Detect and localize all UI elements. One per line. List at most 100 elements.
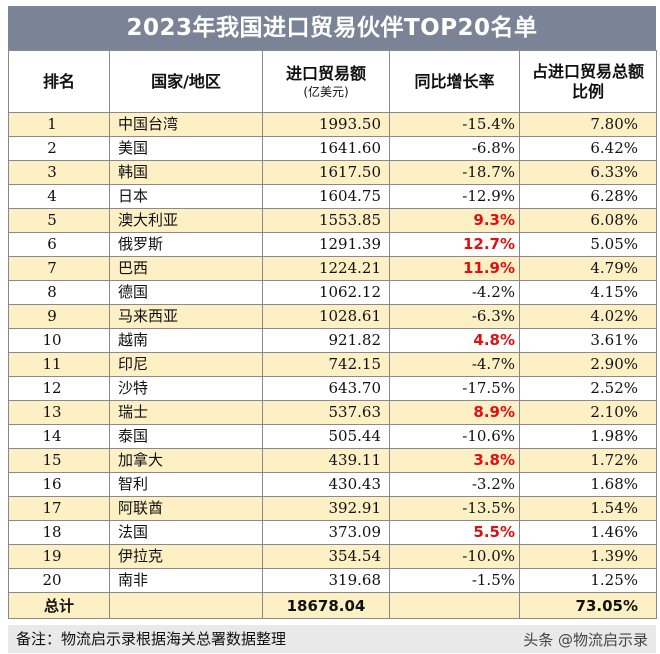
table-row: 14 泰国 505.44 -10.6% 1.98% [8, 424, 657, 449]
rank-cell: 9 [8, 304, 110, 329]
country-cell: 美国 [109, 136, 263, 161]
header-value-unit: (亿美元) [303, 84, 349, 99]
total-value: 18678.04 [262, 592, 390, 619]
value-cell: 1617.50 [262, 160, 390, 185]
country-cell: 沙特 [109, 376, 263, 401]
growth-cell: -6.3% [389, 304, 520, 329]
country-cell: 阿联酋 [109, 496, 263, 521]
table-row: 7 巴西 1224.21 11.9% 4.79% [8, 256, 657, 281]
share-cell: 6.33% [519, 160, 657, 185]
growth-cell: -6.8% [389, 136, 520, 161]
country-cell: 俄罗斯 [109, 232, 263, 257]
country-cell: 印尼 [109, 352, 263, 377]
table-row: 4 日本 1604.75 -12.9% 6.28% [8, 184, 657, 209]
share-cell: 1.25% [519, 568, 657, 593]
rank-cell: 3 [8, 160, 110, 185]
value-cell: 921.82 [262, 328, 390, 353]
share-cell: 5.05% [519, 232, 657, 257]
rank-cell: 17 [8, 496, 110, 521]
table-row: 13 瑞士 537.63 8.9% 2.10% [8, 400, 657, 425]
country-cell: 智利 [109, 472, 263, 497]
growth-cell: 12.7% [389, 232, 520, 257]
share-cell: 6.08% [519, 208, 657, 233]
share-cell: 4.02% [519, 304, 657, 329]
watermark: 头条 @物流启示录 [523, 631, 648, 649]
growth-cell: -18.7% [389, 160, 520, 185]
country-cell: 巴西 [109, 256, 263, 281]
value-cell: 373.09 [262, 520, 390, 545]
value-cell: 1291.39 [262, 232, 390, 257]
country-cell: 瑞士 [109, 400, 263, 425]
header-value: 进口贸易额 (亿美元) [262, 50, 390, 113]
growth-cell: -10.6% [389, 424, 520, 449]
table-row: 5 澳大利亚 1553.85 9.3% 6.08% [8, 208, 657, 233]
rank-cell: 13 [8, 400, 110, 425]
country-cell: 马来西亚 [109, 304, 263, 329]
rank-cell: 6 [8, 232, 110, 257]
rank-cell: 11 [8, 352, 110, 377]
table-row: 18 法国 373.09 5.5% 1.46% [8, 520, 657, 545]
country-cell: 澳大利亚 [109, 208, 263, 233]
table-row: 15 加拿大 439.11 3.8% 1.72% [8, 448, 657, 473]
growth-cell: 9.3% [389, 208, 520, 233]
country-cell: 日本 [109, 184, 263, 209]
total-label: 总计 [8, 592, 110, 619]
share-cell: 6.28% [519, 184, 657, 209]
growth-cell: 4.8% [389, 328, 520, 353]
value-cell: 319.68 [262, 568, 390, 593]
table-row: 11 印尼 742.15 -4.7% 2.90% [8, 352, 657, 377]
value-cell: 1028.61 [262, 304, 390, 329]
growth-cell: -12.9% [389, 184, 520, 209]
rank-cell: 5 [8, 208, 110, 233]
total-row: 总计 18678.04 73.05% [8, 592, 657, 619]
share-cell: 2.52% [519, 376, 657, 401]
share-cell: 7.80% [519, 112, 657, 137]
rank-cell: 8 [8, 280, 110, 305]
table-row: 12 沙特 643.70 -17.5% 2.52% [8, 376, 657, 401]
rank-cell: 18 [8, 520, 110, 545]
rank-cell: 16 [8, 472, 110, 497]
total-growth-empty [389, 592, 520, 619]
value-cell: 1604.75 [262, 184, 390, 209]
growth-cell: -17.5% [389, 376, 520, 401]
share-cell: 2.10% [519, 400, 657, 425]
share-cell: 1.54% [519, 496, 657, 521]
growth-cell: 5.5% [389, 520, 520, 545]
table-row: 8 德国 1062.12 -4.2% 4.15% [8, 280, 657, 305]
table-row: 19 伊拉克 354.54 -10.0% 1.39% [8, 544, 657, 569]
header-rank: 排名 [8, 50, 110, 113]
table-row: 10 越南 921.82 4.8% 3.61% [8, 328, 657, 353]
share-cell: 4.79% [519, 256, 657, 281]
total-country-empty [109, 592, 263, 619]
value-cell: 1641.60 [262, 136, 390, 161]
rank-cell: 14 [8, 424, 110, 449]
share-cell: 6.42% [519, 136, 657, 161]
rank-cell: 19 [8, 544, 110, 569]
growth-cell: -4.2% [389, 280, 520, 305]
growth-cell: -10.0% [389, 544, 520, 569]
rank-cell: 10 [8, 328, 110, 353]
table-row: 17 阿联酋 392.91 -13.5% 1.54% [8, 496, 657, 521]
rank-cell: 7 [8, 256, 110, 281]
header-country: 国家/地区 [109, 50, 263, 113]
country-cell: 中国台湾 [109, 112, 263, 137]
table-row: 3 韩国 1617.50 -18.7% 6.33% [8, 160, 657, 185]
rank-cell: 12 [8, 376, 110, 401]
growth-cell: 11.9% [389, 256, 520, 281]
header-growth: 同比增长率 [389, 50, 520, 113]
table-row: 20 南非 319.68 -1.5% 1.25% [8, 568, 657, 593]
table-row: 16 智利 430.43 -3.2% 1.68% [8, 472, 657, 497]
rank-cell: 20 [8, 568, 110, 593]
share-cell: 1.46% [519, 520, 657, 545]
country-cell: 伊拉克 [109, 544, 263, 569]
share-cell: 4.15% [519, 280, 657, 305]
footnote-text: 备注：物流启示录根据海关总署数据整理 [16, 630, 287, 648]
country-cell: 加拿大 [109, 448, 263, 473]
value-cell: 742.15 [262, 352, 390, 377]
country-cell: 越南 [109, 328, 263, 353]
country-cell: 泰国 [109, 424, 263, 449]
value-cell: 392.91 [262, 496, 390, 521]
value-cell: 643.70 [262, 376, 390, 401]
